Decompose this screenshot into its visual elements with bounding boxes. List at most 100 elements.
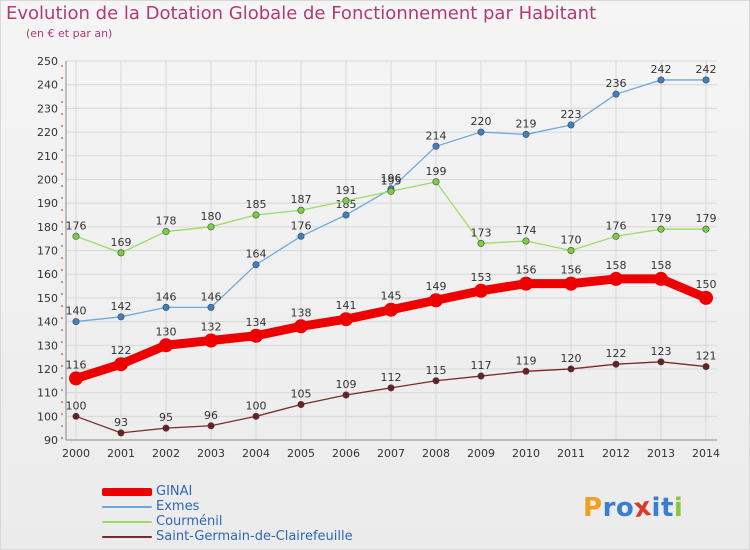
data-label: 120 (561, 352, 582, 365)
data-label: 123 (651, 345, 672, 358)
data-point (567, 247, 575, 255)
data-point (297, 232, 305, 240)
data-point (429, 293, 443, 308)
x-tick-label: 2002 (152, 447, 180, 460)
data-point (432, 178, 440, 186)
data-label: 100 (66, 399, 87, 412)
data-label: 116 (66, 358, 87, 371)
data-point (699, 290, 713, 305)
y-tick-label: 150 (37, 292, 58, 305)
y-tick-label: 170 (37, 245, 58, 258)
data-label: 109 (336, 378, 357, 391)
data-label: 93 (114, 416, 128, 429)
data-point (567, 121, 575, 129)
data-point (342, 197, 350, 205)
legend-swatch (102, 505, 152, 508)
data-label: 178 (156, 215, 177, 228)
data-point (609, 271, 623, 286)
data-point (522, 237, 530, 245)
x-tick-label: 2006 (332, 447, 360, 460)
data-point (522, 130, 530, 138)
data-label: 121 (696, 350, 717, 363)
data-point (297, 206, 305, 214)
data-label: 164 (246, 248, 267, 261)
data-label: 138 (291, 306, 312, 319)
data-label: 170 (561, 234, 582, 247)
legend-item-courmenil: Courménil (102, 514, 353, 529)
x-tick-label: 2001 (107, 447, 135, 460)
y-tick-label: 130 (37, 339, 58, 352)
data-point (117, 429, 125, 437)
series-saint-germain-de-clairefeuille: 100 93 95 96 100 105 109 112 115 117 119 120 122 123 1… (66, 345, 717, 437)
data-label: 112 (381, 371, 402, 384)
data-label: 174 (516, 224, 537, 237)
logo-letter: r (602, 493, 616, 523)
data-label: 142 (111, 300, 132, 313)
legend-swatch (102, 535, 152, 538)
x-tick-label: 2008 (422, 447, 450, 460)
data-point (72, 232, 80, 240)
y-tick-label: 200 (37, 173, 58, 186)
data-point (477, 128, 485, 136)
data-label: 134 (246, 316, 267, 329)
data-label: 195 (381, 174, 402, 187)
data-point (342, 391, 350, 399)
data-label: 132 (201, 321, 222, 334)
y-tick-label: 230 (37, 102, 58, 115)
data-label: 105 (291, 387, 312, 400)
y-tick-label: 240 (37, 79, 58, 92)
data-label: 122 (606, 347, 627, 360)
data-point (252, 412, 260, 420)
data-point (249, 328, 263, 343)
data-label: 153 (471, 271, 492, 284)
data-point (702, 363, 710, 371)
y-tick-label: 100 (37, 410, 58, 423)
x-tick-label: 2007 (377, 447, 405, 460)
data-label: 140 (66, 305, 87, 318)
legend-label: Exmes (156, 499, 200, 514)
y-tick-label: 160 (37, 268, 58, 281)
series-exmes: 140 142 146 146 164 176 185 196 214 220 219 223 236 2… (66, 63, 717, 326)
logo-letter: i (651, 493, 661, 523)
data-point (654, 271, 668, 286)
data-point (387, 384, 395, 392)
data-point (252, 261, 260, 269)
data-point (522, 367, 530, 375)
data-label: 158 (606, 259, 627, 272)
y-tick-label: 120 (37, 363, 58, 376)
data-label: 100 (246, 399, 267, 412)
data-point (477, 372, 485, 380)
data-label: 149 (426, 280, 447, 293)
chart-legend: GINAI Exmes Courménil Saint-Germain-de-Clai… (102, 484, 353, 544)
y-tick-label: 180 (37, 221, 58, 234)
x-tick-label: 2011 (557, 447, 585, 460)
data-point (702, 76, 710, 84)
data-label: 156 (561, 264, 582, 277)
data-label: 169 (111, 236, 132, 249)
data-point (612, 360, 620, 368)
data-point (432, 142, 440, 150)
data-point (657, 358, 665, 366)
data-point (519, 276, 533, 291)
data-label: 179 (696, 212, 717, 225)
data-label: 223 (561, 108, 582, 121)
data-point (114, 357, 128, 372)
logo-letter: i (673, 493, 684, 523)
data-point (69, 371, 83, 386)
series-courmenil: 176 169 178 180 185 187 191 195 199 173 174 170 176 1… (66, 165, 717, 257)
x-tick-label: 2000 (62, 447, 90, 460)
data-point (207, 422, 215, 430)
y-tick-label: 210 (37, 150, 58, 163)
data-point (477, 239, 485, 247)
data-label: 145 (381, 290, 402, 303)
logo-letter: t (660, 493, 674, 523)
y-tick-label: 190 (37, 197, 58, 210)
data-point (702, 225, 710, 233)
data-label: 146 (156, 290, 177, 303)
data-point (117, 313, 125, 321)
data-label: 196 (381, 172, 402, 185)
data-label: 220 (471, 115, 492, 128)
data-point (342, 211, 350, 219)
data-label: 115 (426, 364, 447, 377)
